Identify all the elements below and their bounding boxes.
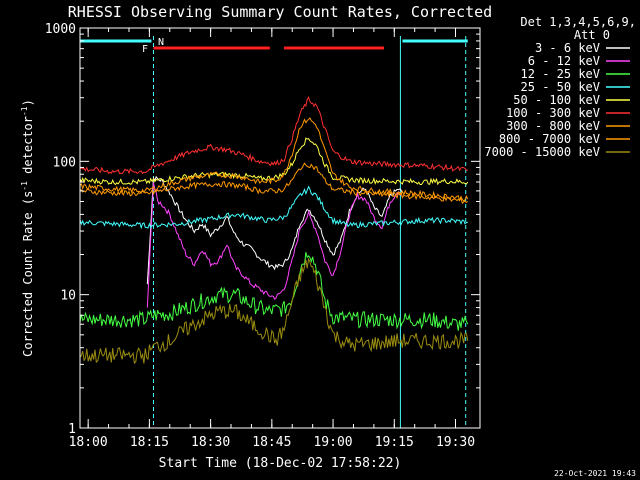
series-line-6 [79, 117, 469, 202]
footer-date: 22-Oct-2021 19:43 [554, 469, 636, 478]
y-tick-label: 1000 [45, 22, 76, 37]
legend-label-6: 300 - 800 keV [506, 119, 600, 133]
flag-f-label: F [142, 44, 148, 55]
x-tick-label: 19:00 [313, 435, 352, 450]
y-tick-label: 100 [53, 155, 76, 170]
x-axis-ticks: 18:00 18:15 18:30 18:45 19:00 19:15 19:30 [69, 28, 475, 450]
x-tick-label: 18:30 [191, 435, 230, 450]
chart-title: RHESSI Observing Summary Count Rates, Co… [68, 3, 492, 21]
legend-label-8: 7000 - 15000 keV [484, 145, 600, 159]
x-tick-label: 19:30 [436, 435, 475, 450]
legend-label-1: 6 - 12 keV [528, 54, 600, 68]
series-line-2 [79, 252, 469, 331]
legend-header-line-1: Det 1,3,4,5,6,9, [520, 15, 636, 29]
y-tick-label: 10 [60, 289, 76, 304]
legend-label-7: 800 - 7000 keV [499, 132, 600, 146]
series-line-7 [79, 162, 469, 205]
flag-n-label: N [158, 37, 164, 48]
legend-label-3: 25 - 50 keV [521, 80, 600, 94]
y-axis-ticks: 1 10 100 1000 [45, 22, 480, 437]
plot-frame [79, 27, 481, 429]
series-line-5 [79, 95, 468, 175]
legend-header-line-2: Att 0 [574, 28, 610, 42]
series-line-0 [146, 175, 403, 285]
x-tick-label: 19:15 [375, 435, 414, 450]
series-line-4 [79, 137, 469, 186]
legend-label-4: 50 - 100 keV [513, 93, 600, 107]
legend-label-2: 12 - 25 keV [521, 67, 600, 81]
x-tick-label: 18:15 [130, 435, 169, 450]
series-line-3 [79, 185, 468, 230]
x-tick-label: 18:00 [69, 435, 108, 450]
legend-label-0: 3 - 6 keV [535, 41, 600, 55]
series-line-8 [79, 257, 469, 365]
series-line-1 [146, 182, 403, 308]
plot-area [79, 36, 469, 428]
x-tick-label: 18:45 [252, 435, 291, 450]
legend-label-5: 100 - 300 keV [506, 106, 600, 120]
y-tick-label: 1 [68, 422, 76, 437]
x-axis-label: Start Time (18-Dec-02 17:58:22) [159, 456, 402, 471]
y-axis-label: Corrected Count Rate (s-1 detector-1) [20, 99, 35, 357]
